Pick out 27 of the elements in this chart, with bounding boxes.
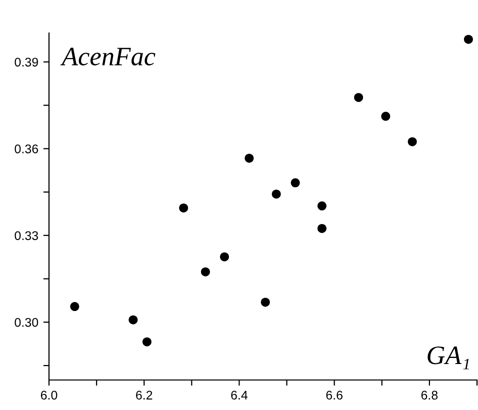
point bbox=[200, 267, 210, 276]
point bbox=[381, 112, 390, 121]
point bbox=[317, 201, 326, 210]
point bbox=[220, 252, 229, 262]
point bbox=[354, 92, 364, 102]
point bbox=[142, 337, 152, 346]
x-tick-label: 6.6 bbox=[326, 390, 342, 400]
x-tick-label: 6.8 bbox=[421, 390, 438, 400]
point bbox=[260, 298, 270, 307]
point bbox=[244, 154, 254, 163]
point bbox=[179, 203, 188, 212]
y-tick-label: 0.36 bbox=[14, 144, 38, 154]
point bbox=[408, 137, 417, 146]
point bbox=[464, 34, 473, 44]
point bbox=[290, 178, 300, 188]
x-tick-label: 6.0 bbox=[40, 390, 58, 400]
point bbox=[70, 302, 80, 312]
y-axis-title: AcenFac bbox=[60, 48, 156, 66]
y-tick-label: 0.39 bbox=[14, 58, 38, 67]
point bbox=[272, 190, 281, 199]
x-tick-label: 6.4 bbox=[231, 390, 248, 400]
y-tick-label: 0.30 bbox=[14, 318, 38, 327]
x-tick-label: 6.2 bbox=[136, 390, 152, 400]
point bbox=[317, 224, 326, 233]
point bbox=[128, 315, 138, 324]
y-tick-label: 0.33 bbox=[14, 231, 38, 240]
x-axis-title: GA₁ bbox=[428, 346, 469, 370]
